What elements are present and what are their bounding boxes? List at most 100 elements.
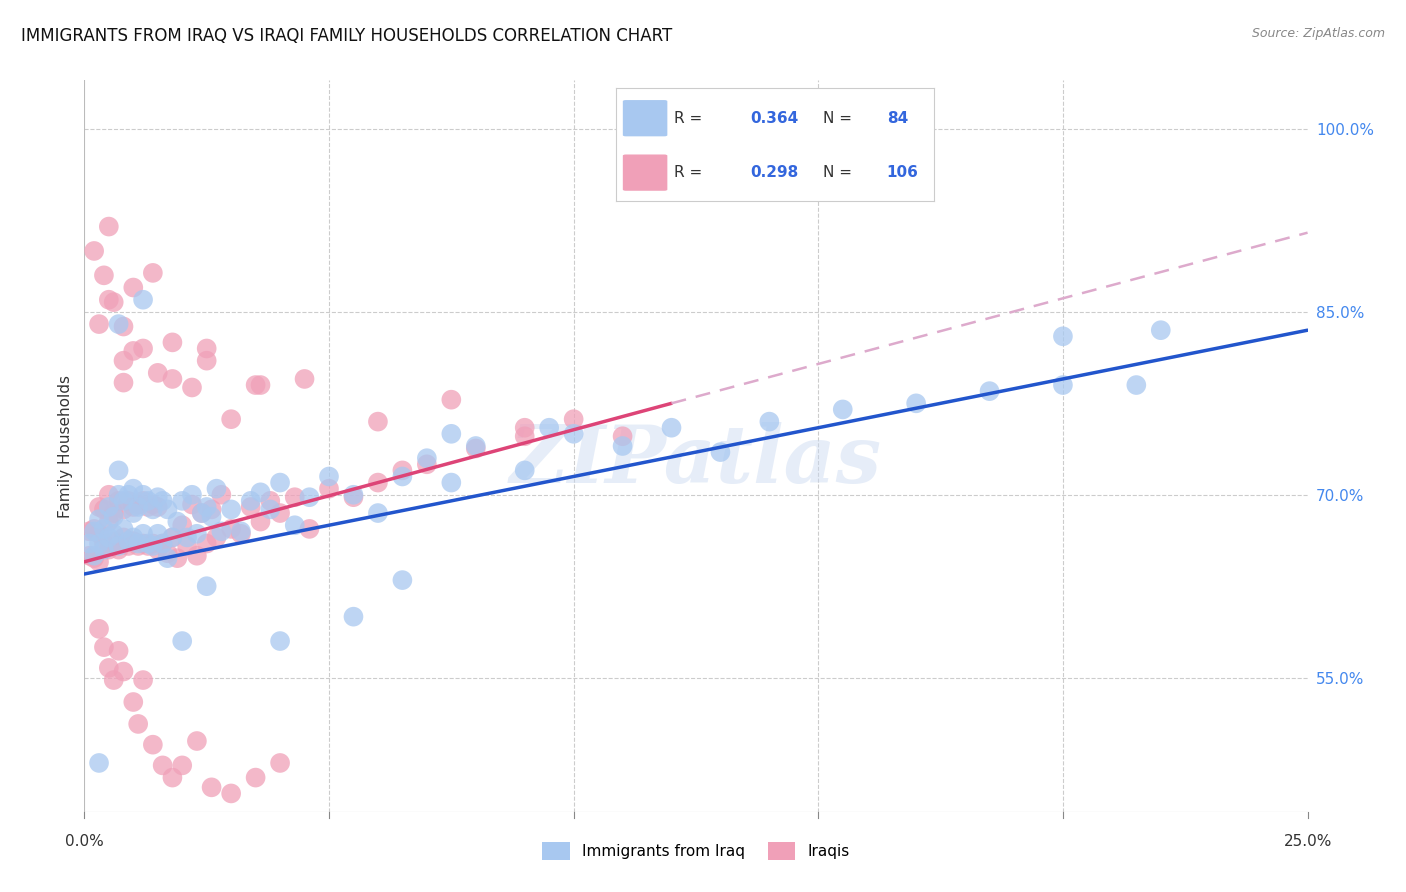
- Point: [122, 530, 145, 544]
- Point: [172, 634, 194, 648]
- Point: [612, 439, 634, 453]
- Point: [195, 500, 218, 514]
- Point: [758, 415, 780, 429]
- Point: [112, 522, 135, 536]
- Point: [162, 771, 184, 785]
- Point: [294, 372, 316, 386]
- Point: [93, 268, 115, 283]
- Point: [284, 518, 307, 533]
- Point: [269, 756, 291, 770]
- Point: [132, 494, 155, 508]
- Point: [166, 515, 188, 529]
- Point: [136, 500, 159, 514]
- Point: [107, 317, 129, 331]
- Point: [127, 539, 149, 553]
- Point: [464, 442, 486, 456]
- Point: [97, 488, 120, 502]
- Point: [239, 500, 262, 514]
- Point: [367, 506, 389, 520]
- Point: [239, 494, 262, 508]
- Point: [562, 412, 585, 426]
- Point: [142, 536, 165, 550]
- Point: [117, 488, 139, 502]
- Point: [191, 506, 214, 520]
- Point: [142, 498, 165, 512]
- Text: ZIPatlas: ZIPatlas: [510, 422, 882, 500]
- Point: [112, 376, 135, 390]
- Point: [146, 542, 169, 557]
- Point: [122, 482, 145, 496]
- Point: [259, 494, 281, 508]
- Point: [93, 502, 115, 516]
- Point: [259, 502, 281, 516]
- Point: [97, 500, 120, 514]
- Point: [156, 551, 179, 566]
- Point: [107, 644, 129, 658]
- Point: [122, 695, 145, 709]
- Point: [156, 502, 179, 516]
- Point: [342, 609, 364, 624]
- Point: [127, 717, 149, 731]
- Point: [1150, 323, 1173, 337]
- Point: [93, 522, 115, 536]
- Point: [156, 546, 179, 560]
- Point: [83, 522, 105, 536]
- Point: [342, 490, 364, 504]
- Point: [107, 542, 129, 557]
- Point: [87, 756, 110, 770]
- Point: [122, 343, 145, 358]
- Point: [318, 482, 340, 496]
- Point: [513, 463, 536, 477]
- Point: [205, 530, 228, 544]
- Point: [87, 500, 110, 514]
- Point: [103, 295, 125, 310]
- Point: [209, 488, 232, 502]
- Point: [112, 494, 135, 508]
- Point: [146, 366, 169, 380]
- Point: [142, 266, 165, 280]
- Y-axis label: Family Households: Family Households: [58, 375, 73, 517]
- Point: [127, 536, 149, 550]
- Point: [112, 353, 135, 368]
- Point: [219, 787, 242, 801]
- Point: [200, 502, 222, 516]
- Point: [162, 335, 184, 350]
- Point: [83, 551, 105, 566]
- Point: [562, 426, 585, 441]
- Point: [391, 469, 413, 483]
- Point: [136, 536, 159, 550]
- Point: [87, 526, 110, 541]
- Point: [464, 439, 486, 453]
- Point: [132, 342, 155, 356]
- Point: [200, 509, 222, 524]
- Point: [416, 458, 439, 472]
- Point: [117, 534, 139, 549]
- Point: [152, 758, 174, 772]
- Point: [195, 342, 218, 356]
- Point: [176, 530, 198, 544]
- Point: [97, 293, 120, 307]
- Point: [93, 640, 115, 655]
- Point: [269, 634, 291, 648]
- Point: [122, 500, 145, 514]
- Point: [97, 542, 120, 557]
- Point: [229, 524, 252, 539]
- Point: [1052, 329, 1074, 343]
- Point: [440, 426, 463, 441]
- Point: [219, 412, 242, 426]
- Point: [195, 536, 218, 550]
- Point: [152, 494, 174, 508]
- Point: [83, 244, 105, 258]
- Point: [513, 429, 536, 443]
- Point: [219, 522, 242, 536]
- Point: [117, 494, 139, 508]
- Point: [146, 490, 169, 504]
- Point: [146, 500, 169, 514]
- Point: [831, 402, 853, 417]
- Point: [136, 494, 159, 508]
- Point: [112, 502, 135, 516]
- Point: [97, 661, 120, 675]
- Text: Source: ZipAtlas.com: Source: ZipAtlas.com: [1251, 27, 1385, 40]
- Point: [661, 421, 683, 435]
- Point: [269, 475, 291, 490]
